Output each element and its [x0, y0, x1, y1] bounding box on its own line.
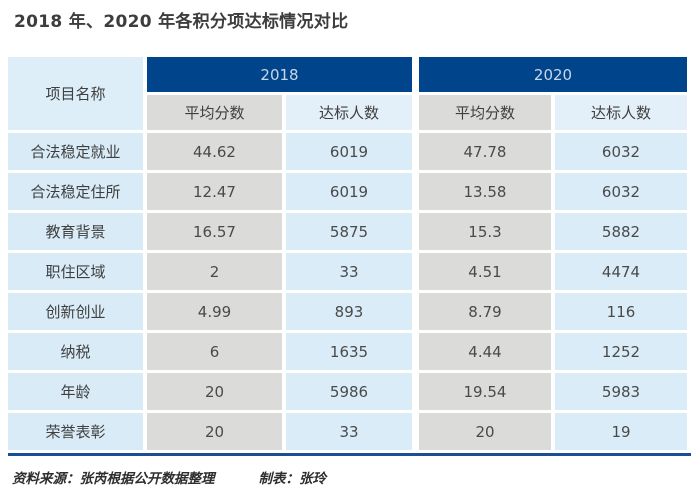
avg-2020-cell: 19.54	[416, 373, 551, 410]
count-2018-cell: 893	[286, 293, 412, 330]
subheader-count-2020: 达标人数	[555, 95, 687, 130]
count-2020-cell: 1252	[555, 333, 687, 370]
count-2018-cell: 1635	[286, 333, 412, 370]
avg-2018-cell: 2	[147, 253, 282, 290]
count-2018-cell: 6019	[286, 133, 412, 170]
avg-2020-cell: 4.44	[416, 333, 551, 370]
year-header-2018: 2018	[147, 57, 412, 92]
avg-2018-cell: 44.62	[147, 133, 282, 170]
table-row: 纳税 6 1635 4.44 1252	[8, 333, 687, 370]
subheader-avg-2018: 平均分数	[147, 95, 282, 130]
avg-2020-cell: 13.58	[416, 173, 551, 210]
corner-header-cell: 项目名称	[8, 57, 143, 130]
avg-2018-cell: 12.47	[147, 173, 282, 210]
sub-header-row: 平均分数 达标人数 平均分数 达标人数	[8, 95, 687, 130]
footer: 资料来源：张芮根据公开数据整理 制表：张玲	[12, 467, 700, 487]
avg-2020-cell: 20	[416, 413, 551, 450]
table-row: 教育背景 16.57 5875 15.3 5882	[8, 213, 687, 250]
row-name-cell: 荣誉表彰	[8, 413, 143, 450]
table-row: 创新创业 4.99 893 8.79 116	[8, 293, 687, 330]
count-2018-cell: 5986	[286, 373, 412, 410]
avg-2018-cell: 16.57	[147, 213, 282, 250]
count-2018-cell: 5875	[286, 213, 412, 250]
table-row: 荣誉表彰 20 33 20 19	[8, 413, 687, 450]
table-row: 年龄 20 5986 19.54 5983	[8, 373, 687, 410]
subheader-count-2018: 达标人数	[286, 95, 412, 130]
avg-2020-cell: 8.79	[416, 293, 551, 330]
count-2020-cell: 19	[555, 413, 687, 450]
row-name-cell: 合法稳定就业	[8, 133, 143, 170]
avg-2020-cell: 4.51	[416, 253, 551, 290]
comparison-table: 项目名称 2018 2020 平均分数 达标人数 平均分数 达标人数 合法稳定就…	[4, 54, 691, 453]
count-2020-cell: 6032	[555, 133, 687, 170]
row-name-cell: 创新创业	[8, 293, 143, 330]
year-header-row: 项目名称 2018 2020	[8, 57, 687, 130]
avg-2020-cell: 47.78	[416, 133, 551, 170]
count-2020-cell: 116	[555, 293, 687, 330]
table-row: 合法稳定住所 12.47 6019 13.58 6032	[8, 173, 687, 210]
table-row: 合法稳定就业 44.62 6019 47.78 6032	[8, 133, 687, 170]
count-2020-cell: 6032	[555, 173, 687, 210]
row-name-cell: 职住区域	[8, 253, 143, 290]
avg-2018-cell: 4.99	[147, 293, 282, 330]
avg-2018-cell: 20	[147, 373, 282, 410]
count-2020-cell: 5882	[555, 213, 687, 250]
count-2020-cell: 5983	[555, 373, 687, 410]
table-bottom-divider	[8, 453, 691, 456]
page-title: 2018 年、2020 年各积分项达标情况对比	[14, 12, 349, 32]
row-name-cell: 合法稳定住所	[8, 173, 143, 210]
footer-source-note: 资料来源：张芮根据公开数据整理	[12, 471, 215, 487]
subheader-avg-2020: 平均分数	[416, 95, 551, 130]
year-header-2020: 2020	[416, 57, 687, 92]
row-name-cell: 纳税	[8, 333, 143, 370]
count-2018-cell: 33	[286, 253, 412, 290]
avg-2018-cell: 20	[147, 413, 282, 450]
row-name-cell: 教育背景	[8, 213, 143, 250]
avg-2020-cell: 15.3	[416, 213, 551, 250]
count-2018-cell: 33	[286, 413, 412, 450]
footer-tabulated-by: 制表：张玲	[258, 471, 327, 487]
count-2018-cell: 6019	[286, 173, 412, 210]
row-name-cell: 年龄	[8, 373, 143, 410]
count-2020-cell: 4474	[555, 253, 687, 290]
table-row: 职住区域 2 33 4.51 4474	[8, 253, 687, 290]
avg-2018-cell: 6	[147, 333, 282, 370]
